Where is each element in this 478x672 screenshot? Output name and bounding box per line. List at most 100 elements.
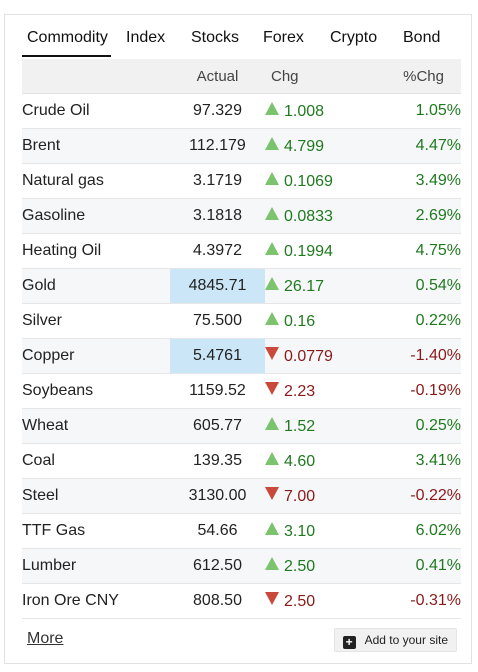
add-to-site-label: Add to your site: [364, 633, 448, 647]
pct-change-value: -0.19%: [385, 373, 461, 409]
add-to-site-button[interactable]: + Add to your site: [333, 628, 457, 652]
table-row[interactable]: Gasoline 3.1818 0.0833 2.69%: [22, 198, 461, 234]
commodity-name[interactable]: Iron Ore CNY: [22, 583, 170, 619]
actual-value: 808.50: [170, 583, 265, 619]
change-cell: 26.17: [265, 268, 385, 304]
commodity-name[interactable]: Steel: [22, 478, 170, 514]
table-row[interactable]: Wheat 605.77 1.52 0.25%: [22, 408, 461, 444]
actual-value: 5.4761: [170, 338, 265, 374]
change-value: 0.1069: [284, 172, 333, 190]
pct-change-value: 0.41%: [385, 548, 461, 584]
actual-value: 4.3972: [170, 233, 265, 269]
arrow-up-icon: [265, 101, 279, 115]
table-row[interactable]: Silver 75.500 0.16 0.22%: [22, 303, 461, 339]
arrow-down-icon: [265, 381, 279, 395]
table-row[interactable]: Steel 3130.00 7.00 -0.22%: [22, 478, 461, 514]
actual-value: 4845.71: [170, 268, 265, 304]
commodity-name[interactable]: TTF Gas: [22, 513, 170, 549]
table-row[interactable]: Gold 4845.71 26.17 0.54%: [22, 268, 461, 304]
commodity-name[interactable]: Heating Oil: [22, 233, 170, 269]
change-value: 0.16: [284, 312, 316, 330]
tab-crypto[interactable]: Crypto: [330, 29, 378, 46]
arrow-up-icon: [265, 311, 279, 325]
change-cell: 0.0833: [265, 198, 385, 234]
more-link[interactable]: More: [27, 630, 64, 647]
actual-value: 1159.52: [170, 373, 265, 409]
commodity-name[interactable]: Soybeans: [22, 373, 170, 409]
table-row[interactable]: Lumber 612.50 2.50 0.41%: [22, 548, 461, 584]
change-value: 26.17: [284, 277, 325, 295]
change-cell: 2.23: [265, 373, 385, 409]
commodity-name[interactable]: Gold: [22, 268, 170, 304]
table-row[interactable]: Iron Ore CNY 808.50 2.50 -0.31%: [22, 583, 461, 619]
change-cell: 0.1994: [265, 233, 385, 269]
arrow-up-icon: [265, 276, 279, 290]
change-cell: 7.00: [265, 478, 385, 514]
table-row[interactable]: Coal 139.35 4.60 3.41%: [22, 443, 461, 479]
table-row[interactable]: Heating Oil 4.3972 0.1994 4.75%: [22, 233, 461, 269]
change-value: 2.50: [284, 592, 316, 610]
commodity-name[interactable]: Brent: [22, 128, 170, 164]
commodity-name[interactable]: Crude Oil: [22, 93, 170, 129]
change-cell: 4.60: [265, 443, 385, 479]
change-cell: 0.0779: [265, 338, 385, 374]
arrow-up-icon: [265, 241, 279, 255]
pct-change-value: -0.22%: [385, 478, 461, 514]
arrow-up-icon: [265, 556, 279, 570]
change-cell: 1.008: [265, 93, 385, 129]
table-row[interactable]: Brent 112.179 4.799 4.47%: [22, 128, 461, 164]
change-value: 4.799: [284, 137, 325, 155]
pct-change-value: 0.25%: [385, 408, 461, 444]
change-value: 1.008: [284, 102, 325, 120]
table-row[interactable]: TTF Gas 54.66 3.10 6.02%: [22, 513, 461, 549]
arrow-up-icon: [265, 521, 279, 535]
tab-index[interactable]: Index: [126, 29, 166, 46]
change-cell: 2.50: [265, 583, 385, 619]
commodity-name[interactable]: Lumber: [22, 548, 170, 584]
commodity-name[interactable]: Gasoline: [22, 198, 170, 234]
header-chg: Chg: [265, 59, 385, 94]
change-value: 0.0779: [284, 347, 333, 365]
header-pct-chg: %Chg: [385, 59, 461, 94]
actual-value: 97.329: [170, 93, 265, 129]
pct-change-value: 4.75%: [385, 233, 461, 269]
commodity-name[interactable]: Natural gas: [22, 163, 170, 199]
pct-change-value: 3.49%: [385, 163, 461, 199]
actual-value: 3130.00: [170, 478, 265, 514]
actual-value: 605.77: [170, 408, 265, 444]
arrow-down-icon: [265, 591, 279, 605]
tab-bond[interactable]: Bond: [403, 29, 441, 46]
pct-change-value: 6.02%: [385, 513, 461, 549]
pct-change-value: -0.31%: [385, 583, 461, 619]
widget-footer: More + Add to your site: [5, 615, 471, 665]
change-value: 0.1994: [284, 242, 333, 260]
pct-change-value: 2.69%: [385, 198, 461, 234]
change-value: 2.23: [284, 382, 316, 400]
table-row[interactable]: Copper 5.4761 0.0779 -1.40%: [22, 338, 461, 374]
commodity-name[interactable]: Silver: [22, 303, 170, 339]
table-header: Actual Chg %Chg: [22, 59, 461, 94]
commodity-name[interactable]: Copper: [22, 338, 170, 374]
table-row[interactable]: Soybeans 1159.52 2.23 -0.19%: [22, 373, 461, 409]
change-value: 1.52: [284, 417, 316, 435]
header-name: [22, 59, 170, 94]
commodity-name[interactable]: Wheat: [22, 408, 170, 444]
pct-change-value: 1.05%: [385, 93, 461, 129]
table-row[interactable]: Natural gas 3.1719 0.1069 3.49%: [22, 163, 461, 199]
arrow-up-icon: [265, 416, 279, 430]
commodity-name[interactable]: Coal: [22, 443, 170, 479]
header-actual: Actual: [170, 59, 265, 94]
tab-forex[interactable]: Forex: [263, 29, 304, 46]
pct-change-value: -1.40%: [385, 338, 461, 374]
change-value: 0.0833: [284, 207, 333, 225]
table-row[interactable]: Crude Oil 97.329 1.008 1.05%: [22, 93, 461, 129]
actual-value: 54.66: [170, 513, 265, 549]
tab-stocks[interactable]: Stocks: [191, 29, 240, 46]
change-cell: 4.799: [265, 128, 385, 164]
actual-value: 112.179: [170, 128, 265, 164]
arrow-down-icon: [265, 486, 279, 500]
plus-square-icon: +: [342, 636, 356, 649]
tab-commodity[interactable]: Commodity: [22, 29, 111, 57]
commodity-table: Actual Chg %Chg Crude Oil 97.329 1.008 1.05…: [22, 59, 461, 619]
change-value: 2.50: [284, 557, 316, 575]
